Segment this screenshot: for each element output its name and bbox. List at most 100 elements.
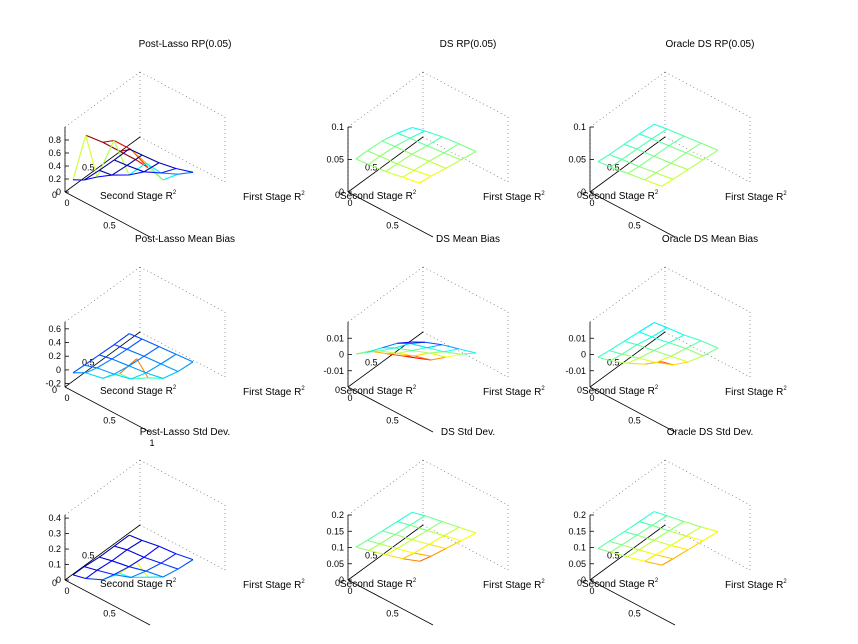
mesh-segment [145, 162, 162, 174]
y-axis-label: Second Stage R2 [100, 190, 177, 202]
mesh-segment [397, 126, 413, 134]
mesh-segment [610, 544, 623, 553]
x-tick-label: 0.5 [386, 416, 399, 426]
box-edge [422, 71, 509, 118]
mesh-segment [85, 135, 98, 178]
mesh-segment [458, 143, 477, 153]
mesh-segment [685, 347, 704, 357]
mesh-segment [419, 555, 432, 562]
mesh-segment [413, 543, 430, 554]
mesh-segment [409, 137, 428, 147]
mesh-segment [597, 356, 611, 362]
mesh-segment [145, 372, 164, 379]
mesh-segment [651, 138, 670, 147]
mesh-segment [655, 361, 674, 366]
mesh-segment [126, 338, 143, 350]
mesh-segment [653, 342, 670, 351]
mesh-segment [668, 342, 687, 350]
mesh-segment [627, 362, 645, 365]
mesh-segment [670, 355, 689, 363]
z-tick-label: 0 [56, 365, 61, 375]
mesh-segment [428, 351, 445, 354]
z-tick-label: 0 [56, 575, 61, 585]
mesh-segment [175, 353, 194, 363]
mesh-segment [668, 135, 685, 147]
mesh-segment [413, 355, 432, 361]
mesh-segment [394, 137, 411, 147]
axis-box [589, 266, 751, 433]
mesh-segment [128, 355, 145, 367]
surface-mesh [355, 511, 477, 562]
box-edge [422, 136, 509, 183]
panel-ds-rp: DS RP(0.05) 0 0.05 0.1 0 0.5 0 0.5 First Stage… [326, 39, 545, 238]
mesh-segment [610, 360, 628, 364]
panel-title: Oracle DS Mean Bias [662, 234, 758, 245]
mesh-segment [145, 363, 162, 374]
mesh-segment [366, 530, 383, 541]
y-tick-label: 0 [52, 578, 57, 588]
mesh-segment [128, 556, 145, 568]
panel-ds-mean-bias: DS Mean Bias -0.01 0 0.01 0 0.5 0 0.5 First St… [323, 234, 545, 433]
mesh-segment [683, 135, 702, 144]
mesh-segment [379, 146, 396, 157]
panel-title: DS Std Dev. [441, 427, 495, 438]
mesh-segment [84, 176, 98, 181]
mesh-segment [412, 126, 426, 132]
mesh-segment [683, 334, 702, 342]
mesh-segment [379, 155, 398, 165]
mesh-segment [119, 150, 138, 161]
mesh-segment [670, 544, 689, 551]
y-tick-label: 0.5 [365, 358, 378, 368]
mesh-segment [158, 162, 177, 170]
mesh-segment [608, 531, 625, 542]
z-tick-label: -0.2 [45, 379, 61, 389]
axis-box [64, 71, 226, 238]
mesh-segment [143, 355, 162, 365]
mesh-segment [609, 154, 623, 160]
box-edge [664, 331, 751, 378]
mesh-segment [96, 560, 113, 571]
mesh-segment [102, 574, 115, 581]
mesh-segment [700, 142, 719, 151]
mesh-segment [610, 353, 623, 362]
mesh-segment [72, 566, 85, 576]
mesh-segment [397, 341, 413, 344]
mesh-segment [158, 346, 177, 355]
mesh-segment [608, 143, 625, 156]
mesh-segment [85, 577, 103, 581]
x-axis-label: First Stage R2 [483, 386, 545, 398]
mesh-segment [609, 350, 623, 355]
z-tick-label: 0.05 [568, 559, 586, 569]
mesh-segment [177, 361, 194, 372]
mesh-segment [113, 140, 132, 150]
y-tick-label: 0 [52, 190, 57, 200]
mesh-segment [428, 543, 447, 550]
mesh-segment [597, 548, 611, 553]
box-edge [664, 71, 751, 118]
panel-post-lasso-mean-bias: Post-Lasso Mean Bias -0.200.20.40.600.51… [45, 234, 305, 448]
mesh-segment [636, 534, 655, 541]
mesh-segment [597, 154, 610, 163]
mesh-segment [639, 331, 653, 338]
mesh-segment [409, 342, 428, 349]
mesh-segment [413, 352, 430, 357]
z-tick-label: 0.05 [326, 155, 344, 165]
mesh-segment [627, 172, 645, 181]
mesh-segment [145, 570, 164, 578]
surface-mesh [72, 534, 194, 581]
mesh-segment [685, 526, 702, 537]
surface-mesh [355, 126, 477, 184]
mesh-segment [654, 321, 668, 329]
z-tick-label: 0.8 [48, 135, 61, 145]
x-tick-label: 0.5 [628, 609, 641, 619]
mesh-segment [621, 544, 640, 551]
panel-post-lasso-rp: Post-Lasso RP(0.05) 0 0.2 0.4 0.6 0.8 0 0.5 0 0.… [48, 39, 305, 238]
mesh-segment [685, 340, 702, 349]
mesh-segment [443, 526, 460, 537]
mesh-segment [651, 327, 668, 338]
mesh-segment [441, 344, 460, 350]
mesh-segment [381, 132, 398, 142]
mesh-segment [355, 351, 368, 355]
mesh-segment [409, 130, 426, 139]
z-tick-label: 0 [339, 187, 344, 197]
